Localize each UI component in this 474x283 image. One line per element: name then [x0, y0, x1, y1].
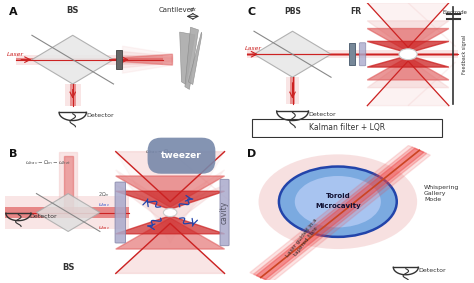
Polygon shape: [254, 147, 427, 281]
Text: Microcavity: Microcavity: [315, 203, 361, 209]
Text: C: C: [247, 7, 255, 17]
Text: Kalman filter + LQR: Kalman filter + LQR: [309, 123, 385, 132]
FancyBboxPatch shape: [252, 119, 442, 137]
Polygon shape: [286, 77, 299, 104]
Polygon shape: [116, 152, 225, 243]
Polygon shape: [59, 152, 77, 213]
Text: Detector: Detector: [309, 112, 336, 117]
Polygon shape: [408, 3, 456, 46]
Polygon shape: [247, 50, 292, 58]
Polygon shape: [116, 223, 225, 273]
Polygon shape: [36, 194, 100, 231]
FancyBboxPatch shape: [359, 43, 366, 66]
Polygon shape: [256, 148, 424, 280]
Polygon shape: [250, 145, 430, 282]
Text: BS: BS: [62, 263, 74, 272]
Polygon shape: [292, 50, 458, 58]
Circle shape: [258, 154, 417, 249]
Text: Whispering
Gallery
Mode: Whispering Gallery Mode: [424, 185, 459, 202]
Text: Detector: Detector: [86, 113, 114, 118]
Polygon shape: [367, 57, 449, 80]
Polygon shape: [116, 191, 225, 209]
Text: Cantilever: Cantilever: [159, 7, 195, 13]
Polygon shape: [5, 196, 129, 229]
Polygon shape: [247, 53, 292, 56]
Bar: [349, 43, 355, 65]
Circle shape: [164, 209, 177, 216]
Polygon shape: [170, 152, 229, 200]
Text: Detector: Detector: [418, 268, 446, 273]
Polygon shape: [123, 54, 173, 65]
Polygon shape: [254, 31, 331, 77]
Polygon shape: [70, 84, 75, 106]
Polygon shape: [123, 46, 173, 73]
Text: FR: FR: [350, 7, 362, 16]
Text: $\omega_{cav}-\Omega_m-\omega_{het}$: $\omega_{cav}-\Omega_m-\omega_{het}$: [25, 158, 71, 167]
Polygon shape: [123, 55, 173, 64]
Polygon shape: [123, 52, 173, 68]
Text: cavity: cavity: [220, 201, 229, 224]
Polygon shape: [367, 41, 449, 53]
Text: B: B: [9, 149, 18, 159]
FancyBboxPatch shape: [115, 182, 126, 243]
Polygon shape: [367, 21, 449, 50]
Text: Electrode: Electrode: [442, 10, 467, 15]
Polygon shape: [367, 3, 449, 48]
Circle shape: [399, 49, 417, 60]
Polygon shape: [116, 176, 225, 207]
Bar: [116, 50, 122, 69]
Text: BS: BS: [66, 6, 79, 14]
Polygon shape: [116, 218, 225, 249]
Text: $\omega_{cav}$: $\omega_{cav}$: [99, 201, 110, 209]
Text: PBS: PBS: [284, 7, 301, 16]
Text: D: D: [247, 149, 256, 159]
Polygon shape: [116, 152, 225, 202]
Text: Laser: Laser: [7, 52, 24, 57]
Polygon shape: [73, 58, 164, 61]
Polygon shape: [16, 55, 73, 65]
Text: tweezer: tweezer: [161, 151, 202, 160]
Polygon shape: [116, 185, 225, 226]
Polygon shape: [408, 62, 456, 106]
Polygon shape: [64, 84, 81, 106]
Text: A: A: [9, 7, 18, 17]
Circle shape: [295, 176, 381, 228]
Circle shape: [279, 166, 397, 237]
Polygon shape: [116, 216, 225, 234]
Polygon shape: [5, 207, 129, 218]
Polygon shape: [367, 29, 449, 52]
Text: $2\Omega_m$: $2\Omega_m$: [99, 190, 110, 199]
Polygon shape: [64, 156, 73, 213]
Text: dx: dx: [190, 7, 196, 12]
Text: $\omega_{cav}-\Omega_m$: $\omega_{cav}-\Omega_m$: [145, 147, 173, 156]
Polygon shape: [290, 77, 295, 104]
Text: Feedback signal: Feedback signal: [462, 35, 467, 74]
Text: $\omega_{cav}$: $\omega_{cav}$: [99, 224, 110, 232]
Text: Laser guided in a
tapered fibre: Laser guided in a tapered fibre: [285, 218, 323, 262]
Polygon shape: [367, 61, 449, 106]
Polygon shape: [32, 35, 113, 84]
Polygon shape: [16, 58, 73, 61]
Text: Detector: Detector: [30, 214, 57, 219]
Polygon shape: [367, 55, 449, 67]
Text: Laser: Laser: [245, 46, 262, 51]
Polygon shape: [188, 32, 202, 85]
Polygon shape: [185, 27, 199, 89]
Polygon shape: [116, 170, 225, 234]
Polygon shape: [367, 59, 449, 88]
Polygon shape: [292, 53, 458, 56]
Polygon shape: [180, 32, 195, 85]
Polygon shape: [73, 55, 164, 65]
FancyBboxPatch shape: [220, 179, 229, 246]
Text: Toroid: Toroid: [326, 193, 350, 199]
